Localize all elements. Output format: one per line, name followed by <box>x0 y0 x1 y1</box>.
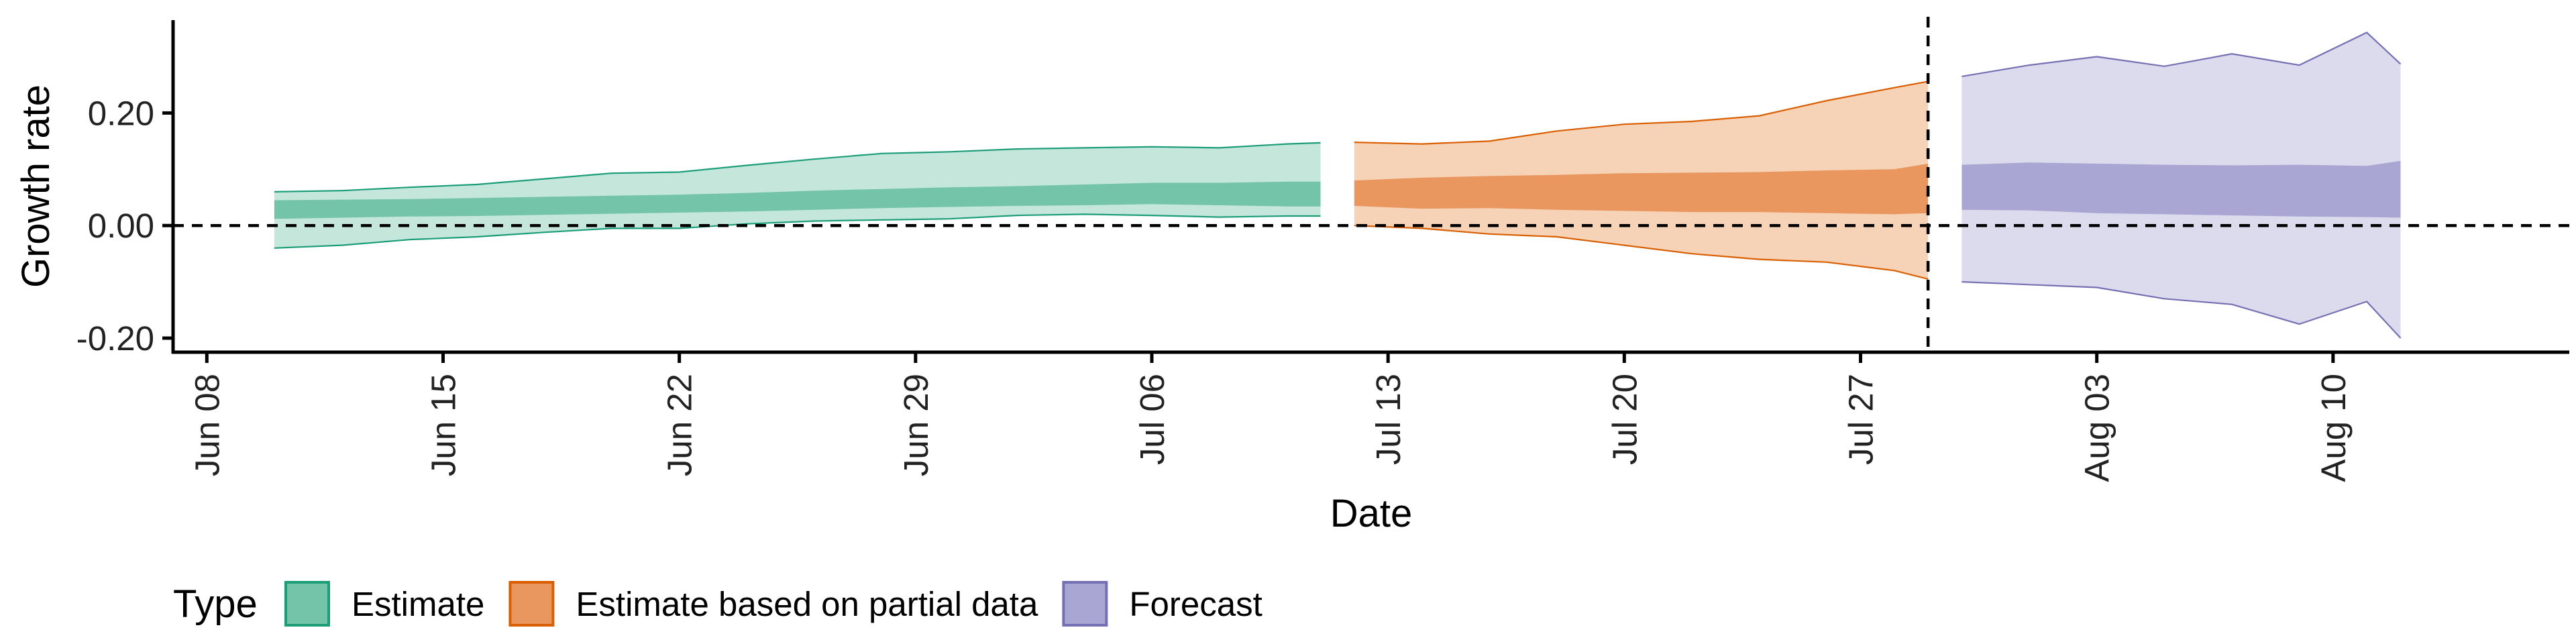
reference-lines <box>173 17 2569 352</box>
band-layer <box>274 32 2402 339</box>
legend: Type Estimate Estimate based on partial da… <box>173 581 1263 627</box>
legend-key-1 <box>508 581 555 627</box>
x-tick-label: Aug 03 <box>2078 374 2116 482</box>
series-1-inner-band <box>1354 163 1929 215</box>
y-axis-title: Growth rate <box>14 85 58 288</box>
x-tick-label: Jul 20 <box>1605 374 1644 465</box>
x-tick-label: Jul 13 <box>1369 374 1407 465</box>
y-tick-label: 0.20 <box>88 94 154 132</box>
y-tick-label: 0.00 <box>88 207 154 245</box>
series-0 <box>274 142 1321 249</box>
series-2-upper-edge <box>1962 32 2402 77</box>
legend-label-1: Estimate based on partial data <box>576 585 1038 623</box>
y-tick-label: -0.20 <box>76 319 154 358</box>
x-tick-label: Jun 22 <box>661 374 699 476</box>
legend-key-2 <box>1062 581 1108 627</box>
x-tick-label: Jun 08 <box>188 374 226 476</box>
x-tick-label: Jun 29 <box>897 374 935 476</box>
legend-title: Type <box>173 582 258 626</box>
series-1 <box>1354 80 1929 280</box>
legend-label-0: Estimate <box>352 585 484 623</box>
x-tick-label: Jul 27 <box>1842 374 1880 465</box>
series-2 <box>1962 32 2402 339</box>
legend-key-0 <box>284 581 330 627</box>
axes: 0.20 0.00 -0.20 Jun 08 Jun 15 Jun 22 Jun 29 Jul… <box>14 20 2569 535</box>
series-2-lower-edge <box>1962 281 2402 339</box>
x-tick-label: Jul 06 <box>1133 374 1171 465</box>
x-tick-label: Aug 10 <box>2314 374 2353 482</box>
series-0-inner-band <box>274 181 1321 219</box>
series-0-lower-edge <box>274 213 1321 249</box>
series-0-upper-edge <box>274 142 1321 193</box>
series-2-inner-band <box>1962 160 2401 218</box>
legend-label-2: Forecast <box>1129 585 1262 623</box>
series-1-lower-edge <box>1354 225 1929 280</box>
x-axis-title: Date <box>1330 492 1413 535</box>
series-1-upper-edge <box>1354 80 1929 145</box>
x-tick-label: Jun 15 <box>425 374 463 476</box>
